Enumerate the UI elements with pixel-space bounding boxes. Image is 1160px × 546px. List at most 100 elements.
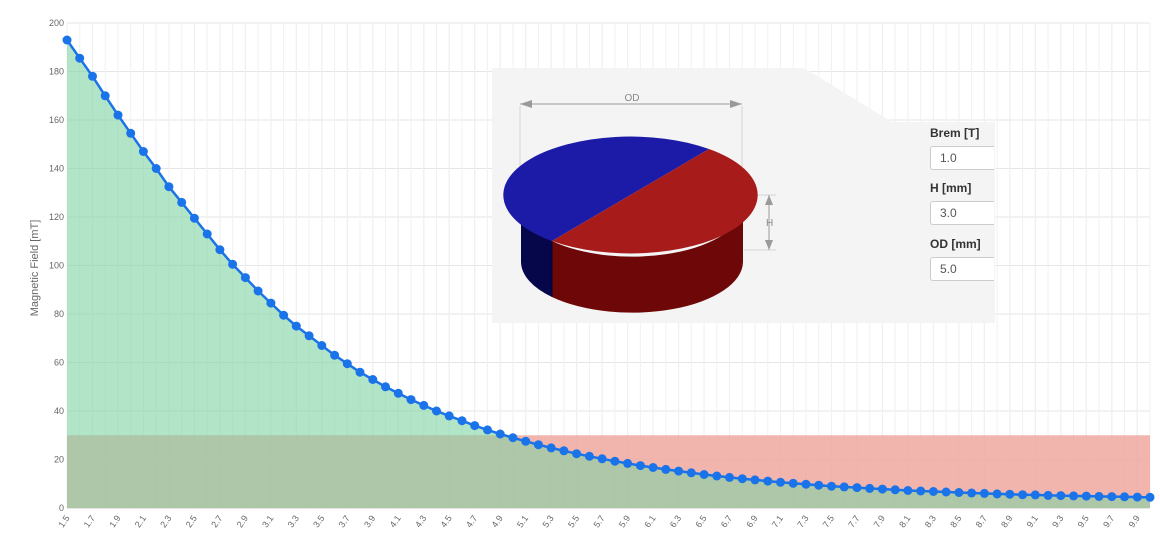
data-point bbox=[483, 425, 492, 435]
x-tick-label: 7.1 bbox=[770, 513, 785, 529]
data-point bbox=[1145, 492, 1155, 502]
data-point bbox=[1005, 489, 1015, 499]
x-tick-label: 4.5 bbox=[439, 513, 454, 529]
x-tick-label: 7.5 bbox=[821, 513, 836, 529]
data-point bbox=[1018, 490, 1028, 500]
x-tick-label: 8.5 bbox=[948, 513, 963, 529]
data-point bbox=[126, 128, 136, 138]
data-point bbox=[1120, 492, 1129, 502]
x-tick-label: 3.5 bbox=[311, 513, 326, 529]
y-tick-label: 140 bbox=[49, 164, 64, 174]
data-point bbox=[470, 421, 480, 431]
y-tick-label: 180 bbox=[49, 67, 64, 77]
data-point bbox=[1056, 491, 1066, 501]
x-tick-label: 2.1 bbox=[133, 513, 148, 529]
data-point bbox=[712, 471, 722, 481]
data-point bbox=[291, 321, 301, 331]
x-axis-ticks: 1.5 1.7 1.9 2.1 2.3 2.5 2.7 2.9 3.1 3.3 3.5 3.7 3.9 4… bbox=[56, 513, 1142, 529]
data-point bbox=[113, 110, 123, 120]
data-point bbox=[419, 400, 429, 410]
y-tick-label: 200 bbox=[49, 18, 64, 28]
x-tick-label: 2.5 bbox=[184, 513, 199, 529]
data-point bbox=[610, 456, 620, 466]
data-point bbox=[368, 375, 378, 384]
x-tick-label: 6.5 bbox=[693, 513, 708, 529]
data-point bbox=[788, 478, 798, 488]
y-tick-label: 60 bbox=[54, 358, 64, 368]
data-point bbox=[1094, 491, 1104, 501]
data-point bbox=[138, 147, 148, 156]
data-point bbox=[839, 482, 849, 492]
data-point bbox=[1107, 492, 1117, 502]
data-point bbox=[928, 487, 938, 496]
data-point bbox=[151, 164, 161, 173]
data-point bbox=[215, 245, 225, 255]
data-point bbox=[546, 443, 556, 453]
data-point bbox=[661, 464, 671, 474]
data-point bbox=[317, 341, 327, 350]
outer-diameter-input[interactable] bbox=[930, 257, 994, 281]
y-tick-label: 20 bbox=[54, 455, 64, 465]
y-tick-label: 100 bbox=[49, 261, 64, 271]
data-point bbox=[1043, 490, 1053, 500]
data-point bbox=[533, 440, 543, 450]
x-tick-label: 5.3 bbox=[540, 513, 555, 529]
x-tick-label: 1.7 bbox=[82, 513, 97, 529]
data-point bbox=[100, 91, 110, 101]
y-tick-label: 0 bbox=[59, 503, 64, 513]
data-point bbox=[202, 229, 212, 239]
x-tick-label: 9.5 bbox=[1076, 513, 1091, 529]
data-point bbox=[877, 484, 887, 494]
height-input[interactable] bbox=[930, 201, 994, 225]
x-tick-label: 9.3 bbox=[1050, 513, 1065, 529]
x-tick-label: 4.9 bbox=[489, 513, 504, 529]
data-point bbox=[342, 359, 352, 369]
y-axis-ticks: 0 20 40 60 80 100 120 140 160 180 200 bbox=[49, 18, 64, 513]
data-point bbox=[776, 477, 785, 487]
x-tick-label: 2.3 bbox=[158, 513, 173, 529]
x-tick-label: 5.9 bbox=[617, 513, 632, 529]
height-label: H [mm] bbox=[930, 181, 972, 195]
x-tick-label: 1.5 bbox=[56, 513, 71, 529]
data-point bbox=[572, 449, 582, 459]
data-point bbox=[177, 197, 187, 207]
x-tick-label: 3.7 bbox=[337, 513, 352, 529]
data-point bbox=[814, 480, 824, 490]
data-point bbox=[559, 446, 569, 456]
x-tick-label: 2.7 bbox=[209, 513, 224, 529]
outer-diameter-label: OD [mm] bbox=[930, 237, 981, 251]
data-point bbox=[827, 481, 836, 491]
data-point bbox=[75, 53, 85, 63]
brem-input[interactable] bbox=[930, 146, 994, 170]
x-tick-label: 1.9 bbox=[107, 513, 122, 529]
x-tick-label: 6.1 bbox=[642, 513, 657, 529]
field-area bbox=[67, 40, 1150, 508]
data-point bbox=[763, 476, 773, 486]
chart-series bbox=[62, 35, 1155, 502]
x-tick-label: 4.3 bbox=[413, 513, 428, 529]
y-tick-label: 80 bbox=[54, 309, 64, 319]
x-tick-label: 4.1 bbox=[388, 513, 403, 529]
x-tick-label: 3.1 bbox=[260, 513, 275, 529]
x-tick-label: 5.7 bbox=[591, 513, 606, 529]
data-point bbox=[916, 486, 926, 496]
data-point bbox=[189, 213, 199, 223]
x-tick-label: 5.5 bbox=[566, 513, 581, 529]
x-tick-label: 6.3 bbox=[668, 513, 683, 529]
data-point bbox=[381, 382, 390, 392]
data-point bbox=[444, 411, 454, 421]
x-tick-label: 8.3 bbox=[923, 513, 938, 529]
data-point bbox=[393, 388, 403, 398]
data-point bbox=[699, 470, 709, 479]
x-tick-label: 2.9 bbox=[235, 513, 250, 529]
y-tick-label: 160 bbox=[49, 115, 64, 125]
x-tick-label: 9.7 bbox=[1101, 513, 1116, 529]
x-tick-label: 7.9 bbox=[872, 513, 887, 529]
x-tick-label: 3.9 bbox=[362, 513, 377, 529]
data-point bbox=[584, 451, 594, 461]
y-tick-label: 120 bbox=[49, 212, 64, 222]
x-tick-label: 5.1 bbox=[515, 513, 530, 529]
x-tick-label: 8.1 bbox=[897, 513, 912, 529]
magnet-settings-panel: OD H Brem [T] H [mm] OD [mm] bbox=[492, 68, 1088, 323]
data-point bbox=[62, 35, 72, 45]
